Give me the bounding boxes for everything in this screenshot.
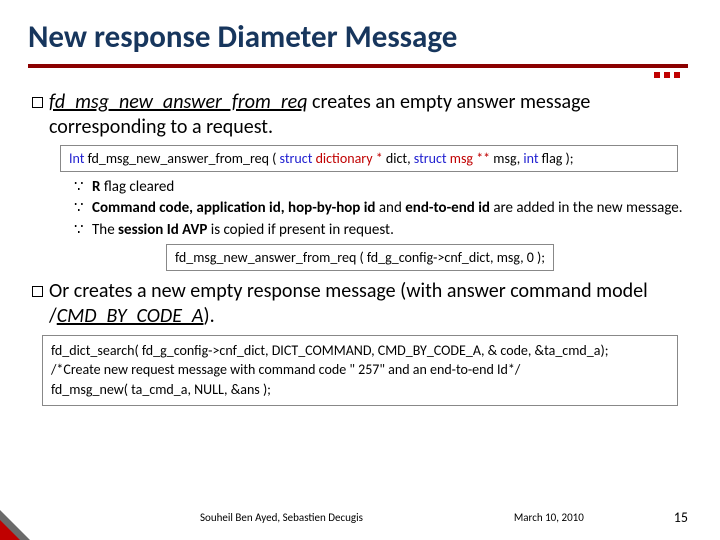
sub-item-3: ∵ The session Id AVP is copied if presen… bbox=[74, 220, 688, 240]
sub-3c: is copied if present in request. bbox=[207, 221, 394, 239]
corner-decoration bbox=[0, 500, 48, 540]
sub-3a: The bbox=[92, 221, 118, 239]
sig-name: fd_msg_new_answer_from_req ( bbox=[84, 150, 279, 167]
sub-list: ∵ R flag cleared ∵ Command code, applica… bbox=[74, 177, 688, 240]
footer-date: March 10, 2010 bbox=[514, 511, 584, 524]
accent-dots bbox=[654, 72, 680, 78]
footer-authors: Souheil Ben Ayed, Sebastien Decugis bbox=[200, 511, 363, 524]
arg-dict: dict, bbox=[383, 150, 414, 167]
sub-2a: Command code, application id, hop-by-hop… bbox=[92, 199, 375, 217]
type-msg: msg ** bbox=[447, 150, 491, 167]
para-1: fd_msg_new_answer_from_req creates an em… bbox=[49, 90, 688, 140]
slide-title: New response Diameter Message bbox=[28, 18, 692, 56]
code-box-2: fd_dict_search( fd_g_config->cnf_dict, D… bbox=[42, 335, 678, 406]
func-name-1: fd_msg_new_answer_from_req bbox=[49, 90, 308, 114]
para-2: Or creates a new empty response message … bbox=[49, 279, 688, 329]
page-number: 15 bbox=[674, 509, 688, 526]
kw-int-2: int bbox=[523, 150, 538, 167]
cmd-const: CMD_BY_CODE_A bbox=[57, 304, 204, 328]
bullet-2: Or creates a new empty response message … bbox=[32, 279, 688, 329]
code2-l1: fd_dict_search( fd_g_config->cnf_dict, D… bbox=[51, 341, 669, 361]
sub-3b: session Id AVP bbox=[118, 221, 207, 239]
kw-struct-2: struct bbox=[414, 150, 447, 167]
code2-l3: fd_msg_new( ta_cmd_a, NULL, &ans ); bbox=[51, 380, 669, 400]
sub-2c: end-to-end id bbox=[405, 199, 490, 217]
slide: New response Diameter Message fd_msg_new… bbox=[0, 0, 720, 540]
sub-item-2: ∵ Command code, application id, hop-by-h… bbox=[74, 198, 688, 218]
type-dict: dictionary * bbox=[312, 150, 382, 167]
kw-struct-1: struct bbox=[280, 150, 313, 167]
arg-flag: flag ); bbox=[539, 150, 574, 167]
tilde-icon: ∵ bbox=[74, 220, 84, 240]
signature-box-1: Int fd_msg_new_answer_from_req ( struct … bbox=[60, 145, 678, 172]
content-area: fd_msg_new_answer_from_req creates an em… bbox=[28, 90, 692, 406]
kw-int: Int bbox=[69, 150, 84, 167]
sub-2d: are added in the new message. bbox=[490, 199, 683, 217]
footer: Souheil Ben Ayed, Sebastien Decugis Marc… bbox=[0, 509, 720, 526]
title-rule bbox=[28, 64, 688, 68]
sub-2b: and bbox=[375, 199, 405, 217]
sub-item-1: ∵ R flag cleared bbox=[74, 177, 688, 197]
para-2-post: ). bbox=[204, 304, 215, 328]
square-bullet-icon bbox=[32, 286, 43, 297]
tilde-icon: ∵ bbox=[74, 177, 84, 197]
code2-l2: /*Create new request message with comman… bbox=[51, 360, 669, 380]
sub-1-tail: flag cleared bbox=[100, 178, 174, 196]
footer-right: March 10, 2010 15 bbox=[514, 509, 688, 526]
call-box-1: fd_msg_new_answer_from_req ( fd_g_config… bbox=[166, 244, 554, 271]
arg-msg: msg, bbox=[490, 150, 523, 167]
bullet-1: fd_msg_new_answer_from_req creates an em… bbox=[32, 90, 688, 140]
tilde-icon: ∵ bbox=[74, 198, 84, 218]
square-bullet-icon bbox=[32, 97, 43, 108]
